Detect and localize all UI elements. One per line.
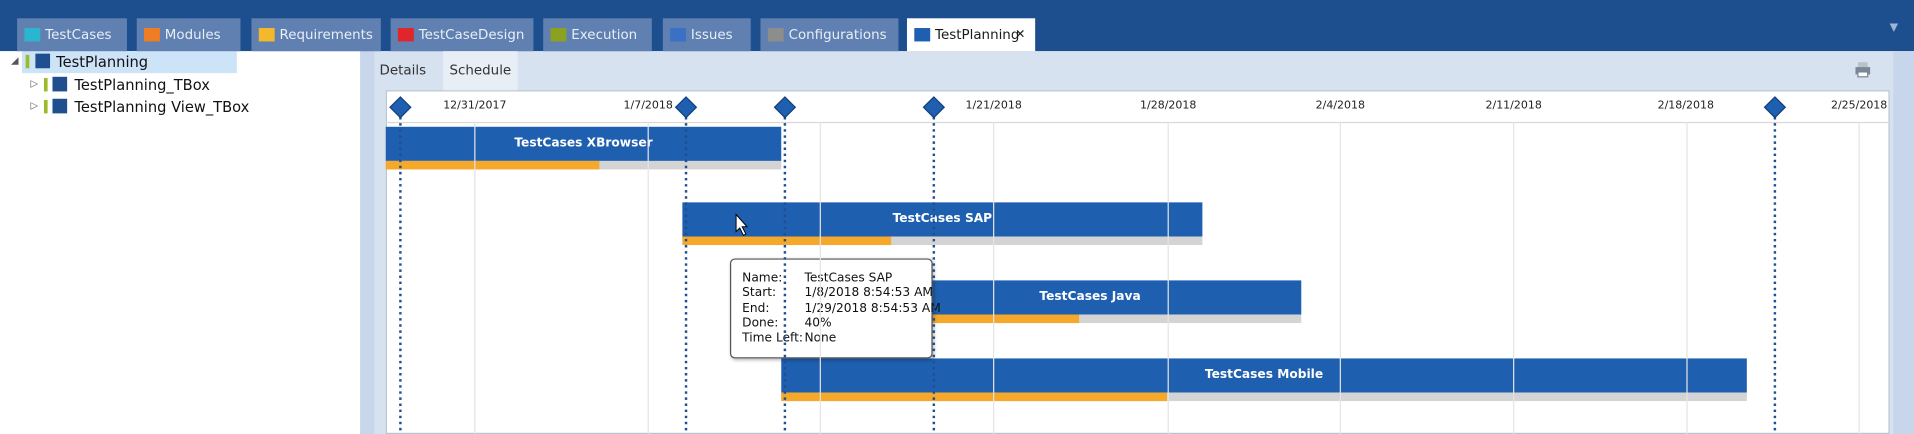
- tooltip-label: Start:: [742, 286, 777, 301]
- header-divider: [385, 121, 1890, 124]
- tooltip-value: 40%: [804, 316, 832, 331]
- date-label: 1/7/2018: [623, 99, 673, 113]
- tab-label: Configurations: [788, 26, 887, 43]
- task-bar[interactable]: TestCases Java: [878, 280, 1302, 315]
- tab-label: TestCases: [45, 26, 112, 43]
- tab[interactable]: TestCaseDesign: [390, 18, 534, 52]
- tree-item[interactable]: TestPlanning_TBox: [74, 76, 210, 94]
- tab-label: Modules: [164, 26, 221, 43]
- tooltip-label: Name:: [742, 271, 783, 286]
- tab-icon: [24, 28, 41, 42]
- task-progress: [385, 160, 782, 170]
- tooltip-value: TestCases SAP: [804, 271, 893, 286]
- tooltip-label: End:: [742, 301, 770, 316]
- tree-icon: [35, 53, 51, 69]
- tab-label: Requirements: [279, 26, 373, 43]
- close-tab[interactable]: ✕: [1015, 28, 1026, 42]
- tree-expander[interactable]: ▷: [30, 78, 39, 89]
- tree-panel: [0, 51, 361, 434]
- tab-icon: [670, 28, 687, 42]
- task-progress: [682, 236, 1203, 246]
- task-progress: [878, 314, 1302, 324]
- tab[interactable]: TestCases: [17, 18, 127, 52]
- tree-marker: [43, 78, 48, 92]
- tab[interactable]: Configurations: [760, 18, 899, 52]
- tree-icon: [52, 98, 68, 114]
- tab-label: Issues: [690, 26, 733, 43]
- date-label: 2/4/2018: [1315, 99, 1366, 113]
- tab[interactable]: Modules: [136, 18, 241, 52]
- subtab[interactable]: Schedule: [443, 51, 518, 91]
- tree-selection: [21, 51, 237, 74]
- tab-icon: [144, 28, 160, 42]
- task-bar[interactable]: TestCases XBrowser: [385, 126, 782, 161]
- tab[interactable]: Requirements: [251, 18, 381, 52]
- task-bar[interactable]: TestCases Mobile: [781, 358, 1747, 393]
- date-label: 2/11/2018: [1485, 99, 1542, 113]
- tree-icon: [52, 76, 68, 92]
- tree-expander[interactable]: ◢: [10, 54, 19, 66]
- tooltip-label: Done:: [742, 316, 779, 331]
- tab-icon: [914, 28, 931, 42]
- progress-done: [385, 160, 600, 170]
- right-splitter: [1893, 51, 1914, 434]
- subtab[interactable]: Details: [379, 62, 427, 79]
- splitter[interactable]: [360, 51, 375, 434]
- task-bar[interactable]: TestCases SAP: [682, 202, 1203, 237]
- tab-icon: [767, 28, 784, 42]
- tab[interactable]: Issues: [662, 18, 751, 52]
- date-label: 2/18/2018: [1657, 99, 1714, 113]
- date-label: 2/25/2018: [1830, 99, 1888, 113]
- date-label: 1/28/2018: [1140, 99, 1197, 113]
- tree-item[interactable]: TestPlanning View_TBox: [74, 98, 250, 116]
- tab-label: TestCaseDesign: [418, 26, 525, 43]
- tab-label: TestPlanning: [935, 26, 1020, 43]
- tab-icon: [397, 28, 414, 42]
- date-label: 12/31/2017: [443, 99, 507, 113]
- tab-icon: [258, 28, 275, 42]
- progress-done: [781, 392, 1167, 402]
- tree-root[interactable]: TestPlanning: [56, 53, 149, 71]
- task-progress: [781, 392, 1747, 402]
- progress-done: [878, 314, 1080, 324]
- tooltip-value: 1/29/2018 8:54:53 AM: [804, 301, 941, 316]
- tree-expander[interactable]: ▷: [30, 99, 39, 111]
- print-icon[interactable]: [1854, 61, 1871, 78]
- tooltip: [729, 258, 933, 359]
- tree-marker: [25, 54, 30, 69]
- tooltip-label: Time Left:: [742, 331, 804, 346]
- tab[interactable]: TestPlanning ✕: [906, 18, 1036, 52]
- tooltip-value: 1/8/2018 8:54:53 AM: [804, 286, 933, 301]
- tab-icon: [550, 28, 567, 42]
- progress-done: [682, 236, 892, 246]
- date-label: 1/21/2018: [965, 99, 1022, 113]
- tab[interactable]: Execution: [543, 18, 652, 52]
- tree-marker: [43, 99, 48, 114]
- tooltip-value: None: [804, 331, 837, 346]
- tab-label: Execution: [571, 26, 638, 43]
- tab-menu-arrow[interactable]: ▼: [1889, 21, 1899, 35]
